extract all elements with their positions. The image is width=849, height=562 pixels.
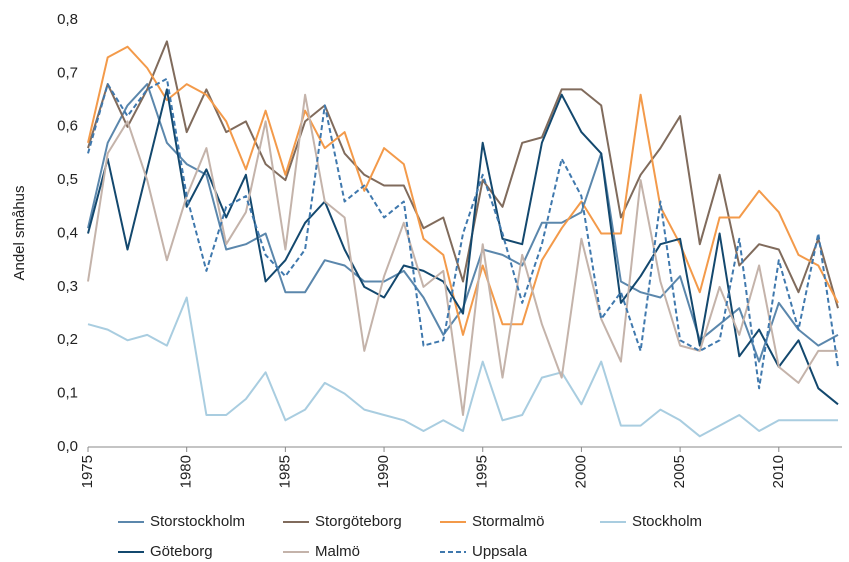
- series-line: [87, 83, 839, 363]
- x-tick-label: 2005: [671, 455, 688, 488]
- legend-label: Stockholm: [632, 513, 702, 530]
- legend-label: Göteborg: [150, 543, 213, 560]
- legend-label: Uppsala: [472, 543, 528, 560]
- x-tick-label: 1975: [79, 455, 96, 488]
- legend-label: Malmö: [315, 543, 360, 560]
- y-tick-label: 0,4: [57, 224, 78, 241]
- y-tick-label: 0,5: [57, 171, 78, 188]
- series-line: [87, 93, 838, 416]
- y-tick-label: 0,1: [57, 385, 78, 402]
- x-tick-label: 2010: [770, 455, 787, 488]
- x-tick-label: 1995: [474, 455, 491, 488]
- x-tick-label: 2000: [572, 455, 589, 488]
- legend-label: Storgöteborg: [315, 513, 402, 530]
- y-tick-label: 0,0: [57, 438, 78, 455]
- y-tick-label: 0,7: [57, 64, 78, 81]
- y-tick-label: 0,3: [57, 278, 78, 295]
- x-tick-label: 1990: [375, 455, 392, 488]
- series-line: [87, 45, 839, 336]
- legend-label: Stormalmö: [472, 513, 545, 530]
- y-tick-label: 0,8: [57, 11, 78, 28]
- x-tick-label: 1980: [178, 455, 195, 488]
- series-line: [87, 77, 839, 390]
- y-tick-label: 0,2: [57, 331, 78, 348]
- series-line: [87, 296, 838, 438]
- legend-label: Storstockholm: [150, 513, 245, 530]
- y-tick-label: 0,6: [57, 118, 78, 135]
- series-line: [87, 88, 839, 406]
- x-tick-label: 1985: [276, 455, 293, 488]
- y-axis-label: Andel småhus: [11, 185, 28, 280]
